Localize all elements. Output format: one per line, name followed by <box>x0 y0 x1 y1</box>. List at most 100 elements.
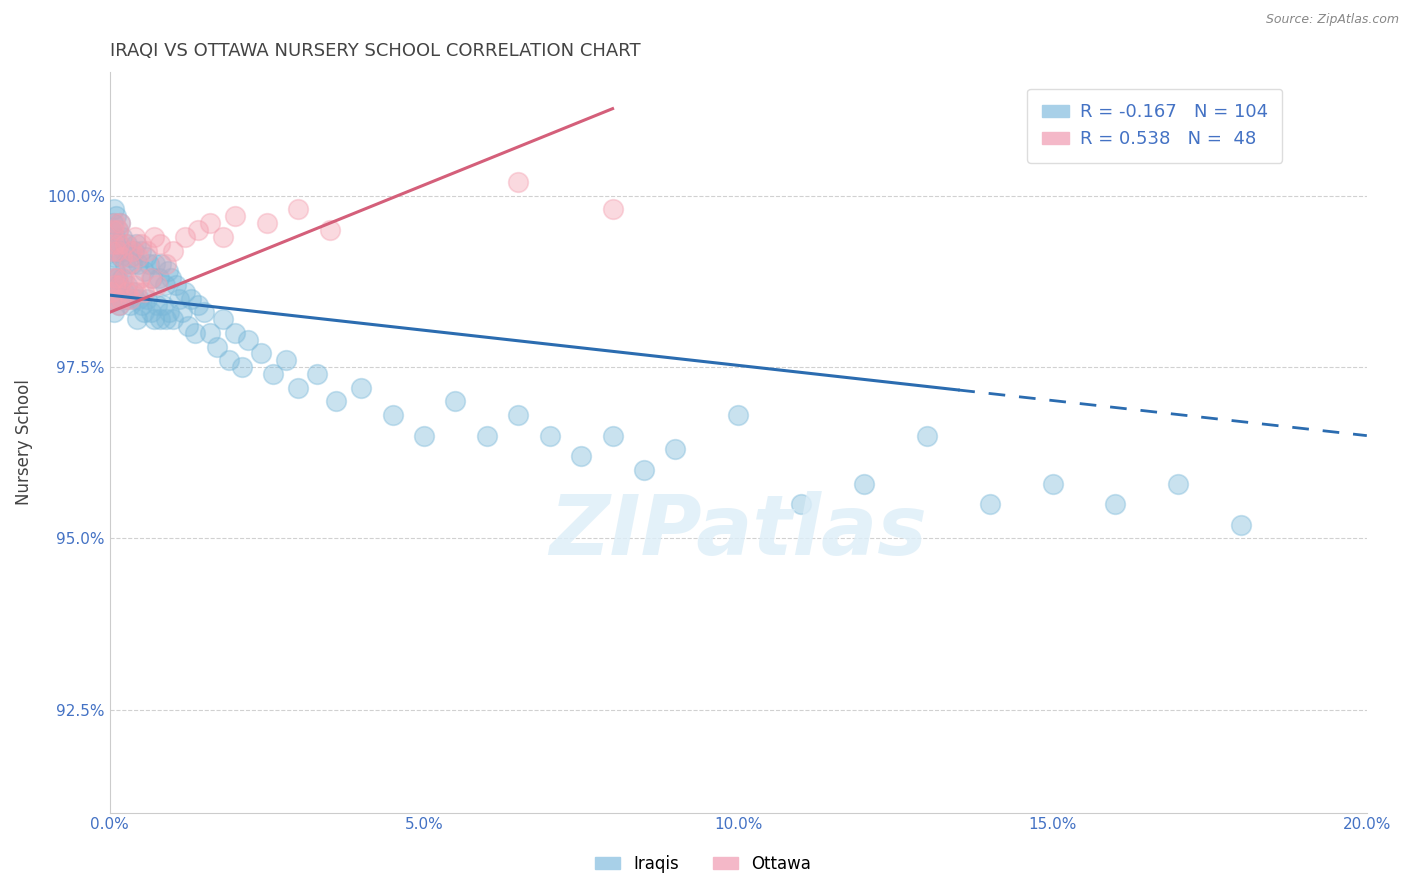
Point <box>101 223 124 237</box>
Point <box>100 271 122 285</box>
Point <box>143 257 166 271</box>
Point <box>103 202 125 217</box>
Point <box>508 175 530 189</box>
Point <box>120 298 142 312</box>
Point <box>108 236 131 251</box>
Point <box>105 285 128 299</box>
Point <box>121 244 143 258</box>
Point <box>104 277 127 292</box>
Point <box>325 394 347 409</box>
Point <box>146 298 169 312</box>
Point <box>101 216 124 230</box>
Point <box>180 292 202 306</box>
Point <box>108 277 131 292</box>
Point <box>174 285 197 299</box>
Point <box>108 216 131 230</box>
Point <box>152 298 174 312</box>
Point <box>159 305 181 319</box>
Point <box>162 244 184 258</box>
Point <box>727 408 749 422</box>
Point <box>103 251 125 265</box>
Point <box>444 394 467 409</box>
Point <box>1104 497 1126 511</box>
Point <box>105 271 128 285</box>
Point <box>125 236 148 251</box>
Y-axis label: Nursery School: Nursery School <box>15 379 32 506</box>
Point <box>165 277 187 292</box>
Point <box>100 244 122 258</box>
Point <box>134 285 156 299</box>
Point <box>129 271 152 285</box>
Point <box>664 442 686 457</box>
Point <box>115 277 138 292</box>
Point <box>162 312 184 326</box>
Point <box>136 292 159 306</box>
Point <box>107 223 129 237</box>
Point <box>122 285 145 299</box>
Text: IRAQI VS OTTAWA NURSERY SCHOOL CORRELATION CHART: IRAQI VS OTTAWA NURSERY SCHOOL CORRELATI… <box>110 42 640 60</box>
Point <box>107 298 129 312</box>
Point <box>142 230 165 244</box>
Point <box>150 257 173 271</box>
Point <box>149 312 172 326</box>
Point <box>205 340 228 354</box>
Point <box>287 381 309 395</box>
Point <box>149 236 172 251</box>
Point <box>224 210 246 224</box>
Point <box>105 244 128 258</box>
Point <box>193 305 215 319</box>
Text: Source: ZipAtlas.com: Source: ZipAtlas.com <box>1265 13 1399 27</box>
Point <box>122 277 145 292</box>
Point <box>170 305 193 319</box>
Point <box>319 223 342 237</box>
Point <box>979 497 1001 511</box>
Point <box>105 244 128 258</box>
Point <box>231 360 253 375</box>
Point <box>100 223 122 237</box>
Point <box>262 367 284 381</box>
Point <box>274 353 297 368</box>
Point <box>107 223 129 237</box>
Point <box>111 230 134 244</box>
Point <box>212 312 235 326</box>
Point <box>853 476 876 491</box>
Point <box>114 236 136 251</box>
Legend: R = -0.167   N = 104, R = 0.538   N =  48: R = -0.167 N = 104, R = 0.538 N = 48 <box>1028 89 1282 162</box>
Point <box>110 251 132 265</box>
Legend: Iraqis, Ottawa: Iraqis, Ottawa <box>589 848 817 880</box>
Point <box>218 353 240 368</box>
Point <box>174 230 197 244</box>
Point <box>187 298 209 312</box>
Point <box>602 202 624 217</box>
Point <box>105 292 128 306</box>
Point <box>132 264 155 278</box>
Point <box>104 230 127 244</box>
Text: ZIPatlas: ZIPatlas <box>550 491 927 572</box>
Point <box>112 285 135 299</box>
Point <box>538 428 561 442</box>
Point <box>139 271 162 285</box>
Point <box>187 223 209 237</box>
Point <box>160 271 183 285</box>
Point <box>114 257 136 271</box>
Point <box>475 428 498 442</box>
Point <box>124 292 146 306</box>
Point <box>127 312 149 326</box>
Point <box>131 298 153 312</box>
Point <box>287 202 309 217</box>
Point <box>101 292 124 306</box>
Point <box>107 298 129 312</box>
Point <box>111 271 134 285</box>
Point <box>104 216 127 230</box>
Point <box>134 305 156 319</box>
Point <box>117 236 139 251</box>
Point <box>122 244 145 258</box>
Point <box>112 271 135 285</box>
Point <box>129 236 152 251</box>
Point <box>115 285 138 299</box>
Point <box>183 326 205 340</box>
Point <box>790 497 813 511</box>
Point <box>200 216 222 230</box>
Point <box>138 257 160 271</box>
Point <box>105 271 128 285</box>
